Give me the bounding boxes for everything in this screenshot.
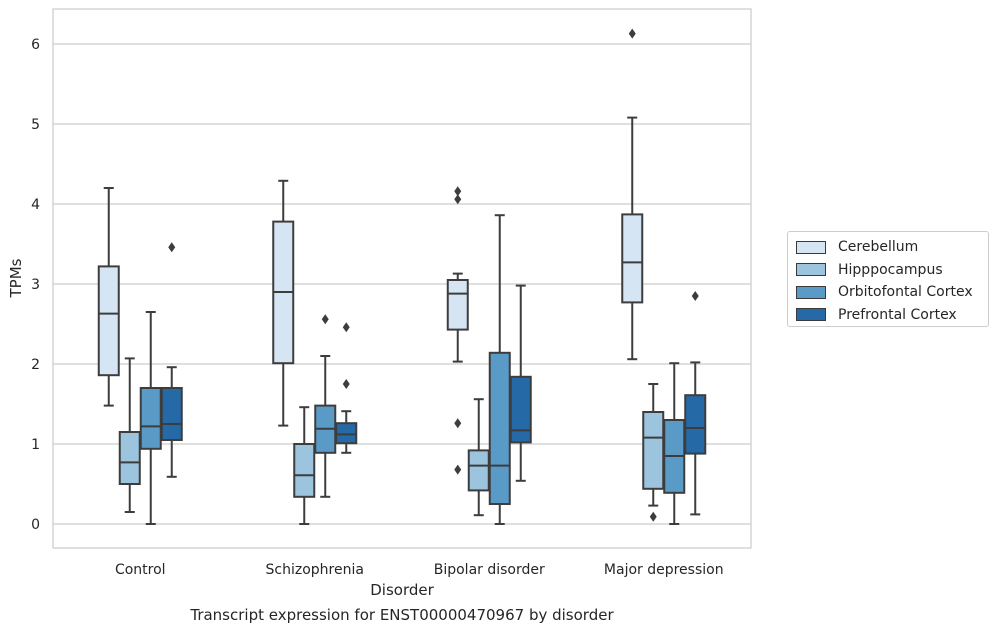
y-tick-label-5: 5 — [31, 117, 40, 133]
chart-caption: Transcript expression for ENST0000047096… — [190, 606, 614, 624]
outlier-point-3 — [454, 464, 462, 475]
box-iqr — [97, 265, 120, 377]
y-axis-ticks: 0 1 2 3 4 5 6 — [31, 37, 40, 533]
box-orbitofontal-cortex-3 — [663, 362, 686, 525]
box-iqr — [139, 387, 162, 450]
legend-label-hippocampus: Hipppocampus — [838, 261, 943, 278]
box-iqr — [488, 351, 511, 505]
outlier-point-1 — [454, 194, 462, 205]
legend-label-orbitofrontal-cortex: Orbitofontal Cortex — [838, 284, 973, 301]
x-tick-label-schizophrenia: Schizophrenia — [266, 562, 364, 578]
box-orbitofontal-cortex-2 — [488, 214, 511, 525]
outlier-point-0 — [649, 511, 657, 522]
box-orbitofontal-cortex-0 — [139, 311, 162, 525]
box-prefrontal-cortex-2 — [509, 284, 532, 482]
x-axis-ticks: Control Schizophrenia Bipolar disorder Majo… — [115, 562, 724, 578]
outlier-point-2 — [454, 418, 462, 429]
x-axis-label: Disorder — [370, 581, 434, 599]
box-iqr — [684, 394, 707, 455]
box-iqr — [335, 422, 358, 445]
legend-label-prefrontal-cortex: Prefrontal Cortex — [838, 306, 957, 323]
outlier-point-0 — [321, 314, 329, 325]
box-iqr — [467, 449, 490, 492]
outlier-point-0 — [342, 322, 350, 333]
legend-item-prefrontal-cortex: Prefrontal Cortex — [796, 304, 980, 327]
legend-swatch-cerebellum — [796, 240, 826, 254]
x-tick-label-control: Control — [115, 562, 166, 578]
outlier-point-1 — [342, 379, 350, 389]
legend-item-orbitofrontal-cortex: Orbitofontal Cortex — [796, 281, 980, 304]
box-hipppocampus-1 — [293, 406, 316, 525]
y-tick-label-2: 2 — [31, 357, 40, 373]
box-iqr — [446, 279, 469, 331]
outlier-point-0 — [628, 28, 636, 39]
box-hipppocampus-0 — [118, 357, 141, 513]
box-cerebellum-1 — [272, 179, 295, 427]
y-tick-label-3: 3 — [31, 277, 40, 293]
y-tick-label-4: 4 — [31, 197, 40, 213]
gridlines — [53, 43, 751, 525]
legend-item-cerebellum: Cerebellum — [796, 236, 980, 259]
box-prefrontal-cortex-0 — [160, 242, 183, 478]
box-iqr — [509, 375, 532, 444]
x-tick-label-major-depression: Major depression — [604, 562, 724, 578]
box-prefrontal-cortex-3 — [684, 291, 707, 516]
outlier-point-0 — [454, 186, 462, 197]
box-iqr — [621, 213, 644, 304]
box-iqr — [642, 411, 665, 490]
outlier-point-0 — [691, 291, 699, 301]
box-cerebellum-3 — [621, 28, 644, 361]
legend-item-hippocampus: Hipppocampus — [796, 259, 980, 282]
y-tick-label-1: 1 — [31, 437, 40, 453]
x-tick-label-bipolar-disorder: Bipolar disorder — [434, 562, 545, 578]
plot-area-frame — [52, 8, 752, 549]
box-iqr — [293, 443, 316, 498]
y-tick-label-6: 6 — [31, 37, 40, 53]
y-axis-label: TPMs — [7, 258, 25, 298]
box-iqr — [118, 431, 141, 485]
legend-label-cerebellum: Cerebellum — [838, 239, 919, 256]
box-series — [97, 28, 707, 525]
legend-swatch-orbitofrontal-cortex — [796, 285, 826, 299]
legend-swatch-hippocampus — [796, 263, 826, 277]
box-hipppocampus-2 — [467, 398, 490, 517]
box-iqr — [160, 387, 183, 441]
box-orbitofontal-cortex-1 — [314, 314, 337, 498]
box-hipppocampus-3 — [642, 383, 665, 522]
outlier-point-0 — [168, 242, 176, 253]
y-tick-label-0: 0 — [31, 517, 40, 533]
legend-swatch-prefrontal-cortex — [796, 308, 826, 322]
box-cerebellum-0 — [97, 187, 120, 407]
box-prefrontal-cortex-1 — [335, 322, 358, 454]
box-cerebellum-2 — [446, 186, 469, 475]
legend: Cerebellum Hipppocampus Orbitofontal Cor… — [787, 231, 989, 327]
